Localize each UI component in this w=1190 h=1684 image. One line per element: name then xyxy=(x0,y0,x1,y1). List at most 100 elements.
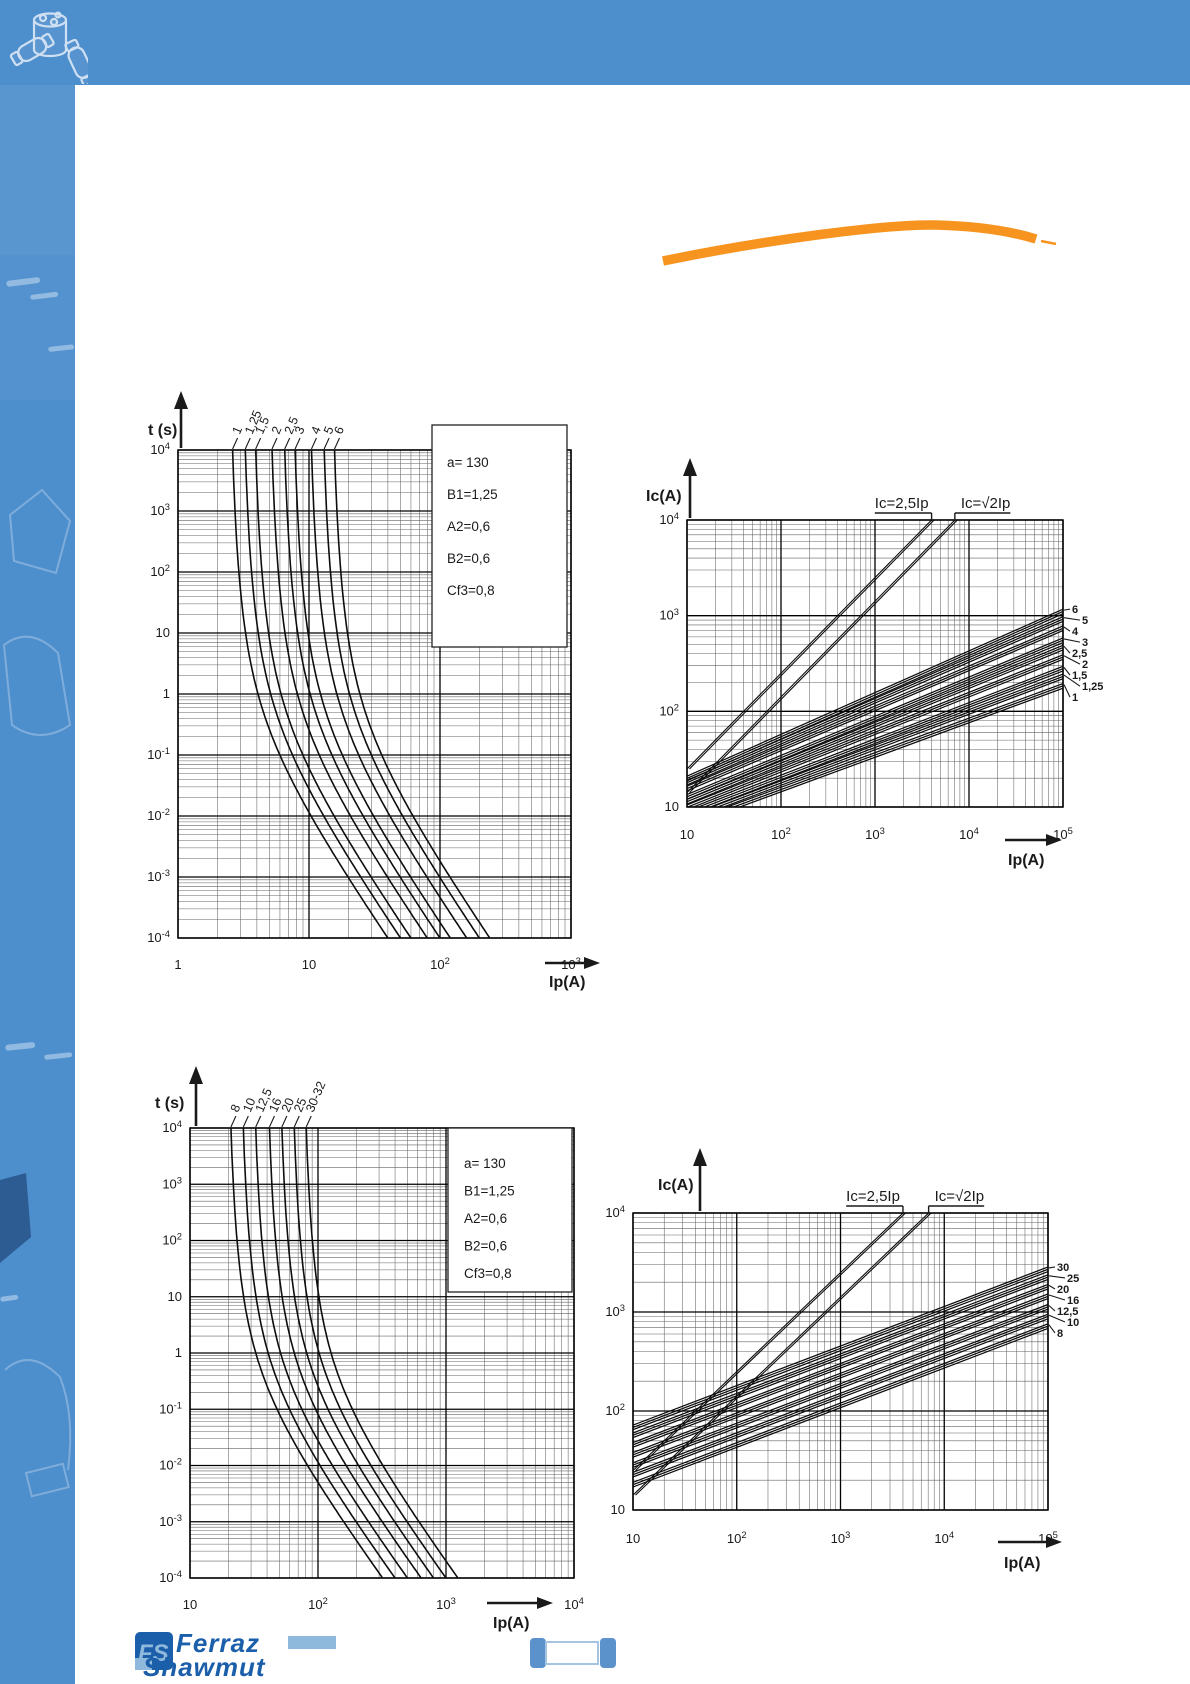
svg-text:30-32: 30-32 xyxy=(303,1079,328,1114)
axis-labels: Ic(A) Ip(A) xyxy=(658,1148,1062,1572)
svg-text:20: 20 xyxy=(1057,1284,1069,1296)
svg-text:Ip(A): Ip(A) xyxy=(1004,1555,1040,1572)
svg-text:104: 104 xyxy=(564,1595,584,1612)
svg-text:2,5: 2,5 xyxy=(282,415,302,437)
svg-text:25: 25 xyxy=(291,1096,309,1114)
svg-text:10-2: 10-2 xyxy=(159,1456,182,1473)
svg-text:Ic=2,5Ip: Ic=2,5Ip xyxy=(846,1188,900,1205)
svg-text:1: 1 xyxy=(174,957,181,972)
svg-text:104: 104 xyxy=(162,1118,182,1135)
svg-text:2,5: 2,5 xyxy=(1072,648,1087,660)
svg-text:1: 1 xyxy=(163,686,170,701)
svg-text:6: 6 xyxy=(331,424,347,436)
reference-lines xyxy=(687,520,959,793)
svg-text:103: 103 xyxy=(865,825,885,842)
logo-top-bar xyxy=(288,1636,336,1649)
svg-text:a= 130: a= 130 xyxy=(447,455,489,470)
fuse-illustration-icon xyxy=(9,11,88,84)
svg-text:16: 16 xyxy=(1067,1295,1079,1307)
svg-text:10-1: 10-1 xyxy=(147,745,170,762)
plot-border xyxy=(632,1212,1049,1511)
svg-text:Cf3=0,8: Cf3=0,8 xyxy=(464,1266,512,1281)
svg-text:Ic=√2Ip: Ic=√2Ip xyxy=(961,495,1011,512)
legend-box: a= 130 B1=1,25 A2=0,6 B2=0,6 Cf3=0,8 xyxy=(447,1127,573,1293)
svg-text:102: 102 xyxy=(727,1529,747,1546)
svg-text:Ic(A): Ic(A) xyxy=(658,1177,694,1194)
svg-text:104: 104 xyxy=(959,825,979,842)
svg-text:102: 102 xyxy=(659,701,679,718)
svg-text:12,5: 12,5 xyxy=(1057,1306,1078,1318)
cutoff-rating-lines xyxy=(687,608,1063,807)
svg-text:1: 1 xyxy=(1072,692,1078,704)
svg-text:104: 104 xyxy=(605,1203,625,1220)
svg-text:4: 4 xyxy=(1072,626,1079,638)
svg-text:1: 1 xyxy=(175,1345,182,1360)
logo-emblem-letters: FS xyxy=(138,1640,169,1667)
logo-brand-top-text: Ferraz xyxy=(176,1628,260,1658)
axis-labels: t (s) Ip(A) xyxy=(155,1066,553,1632)
svg-text:10: 10 xyxy=(626,1531,640,1546)
page-sidebar-band xyxy=(0,85,75,1684)
svg-text:10: 10 xyxy=(611,1502,625,1517)
svg-text:103: 103 xyxy=(659,606,679,623)
svg-text:20: 20 xyxy=(279,1096,297,1114)
orange-swoosh xyxy=(662,220,1057,266)
svg-text:2: 2 xyxy=(269,424,285,436)
svg-text:10: 10 xyxy=(240,1096,258,1114)
svg-text:25: 25 xyxy=(1067,1273,1079,1285)
cutoff-current-chart-ratings-8-32: 10 102 103 104 10510410310210Ic(A)Ip(A)Ic=2,… xyxy=(605,1148,1079,1572)
melting-curves xyxy=(231,450,491,938)
plot-border xyxy=(686,519,1064,808)
svg-text:10-4: 10-4 xyxy=(147,928,170,945)
svg-text:103: 103 xyxy=(436,1595,456,1612)
svg-text:10: 10 xyxy=(168,1289,182,1304)
svg-text:102: 102 xyxy=(605,1401,625,1418)
svg-text:104: 104 xyxy=(659,510,679,527)
cutoff-rating-lines xyxy=(633,1266,1048,1488)
svg-text:A2=0,6: A2=0,6 xyxy=(464,1211,507,1226)
svg-text:B2=0,6: B2=0,6 xyxy=(464,1239,507,1254)
svg-text:5: 5 xyxy=(321,424,337,436)
melting-curves xyxy=(230,1128,459,1578)
svg-text:1,25: 1,25 xyxy=(1082,681,1103,693)
grid-minor xyxy=(190,1128,574,1578)
svg-text:30: 30 xyxy=(1057,1262,1069,1274)
svg-text:10-2: 10-2 xyxy=(147,806,170,823)
svg-text:B1=1,25: B1=1,25 xyxy=(464,1184,515,1199)
svg-text:103: 103 xyxy=(150,501,170,518)
svg-text:1,5: 1,5 xyxy=(253,415,273,437)
fuse-right-cap xyxy=(600,1638,616,1668)
svg-text:10: 10 xyxy=(680,827,694,842)
svg-text:Ic=√2Ip: Ic=√2Ip xyxy=(935,1188,985,1205)
svg-text:16: 16 xyxy=(266,1096,284,1114)
svg-text:1: 1 xyxy=(229,424,245,436)
axis-labels: Ic(A) Ip(A) xyxy=(646,458,1062,869)
ferraz-shawmut-logo: FS Ferraz Shawmut xyxy=(133,1628,348,1684)
legend-box: a= 130 B1=1,25 A2=0,6 B2=0,6 Cf3=0,8 xyxy=(431,424,568,648)
svg-text:10-1: 10-1 xyxy=(159,1399,182,1416)
svg-text:Ic=2,5Ip: Ic=2,5Ip xyxy=(875,495,929,512)
svg-text:8: 8 xyxy=(1057,1328,1063,1340)
svg-text:5: 5 xyxy=(1082,615,1088,627)
reference-line-labels: Ic=2,5Ip Ic=√2Ip xyxy=(874,495,1011,520)
svg-text:Ip(A): Ip(A) xyxy=(493,1615,529,1632)
svg-text:10: 10 xyxy=(156,625,170,640)
logo-brand-bottom-text: Shawmut xyxy=(143,1652,266,1680)
svg-text:103: 103 xyxy=(831,1529,851,1546)
svg-text:104: 104 xyxy=(150,440,170,457)
footer-fuse-icon xyxy=(530,1638,616,1668)
svg-text:4: 4 xyxy=(308,424,324,436)
fuse-left-cap xyxy=(530,1638,546,1668)
svg-text:1,5: 1,5 xyxy=(1072,670,1087,682)
cutoff-current-chart-ratings-1-6: 10 102 103 104 10510410310210Ic(A)Ip(A)Ic=2,… xyxy=(646,458,1103,869)
svg-text:8: 8 xyxy=(228,1102,244,1114)
svg-text:t (s): t (s) xyxy=(155,1095,184,1112)
